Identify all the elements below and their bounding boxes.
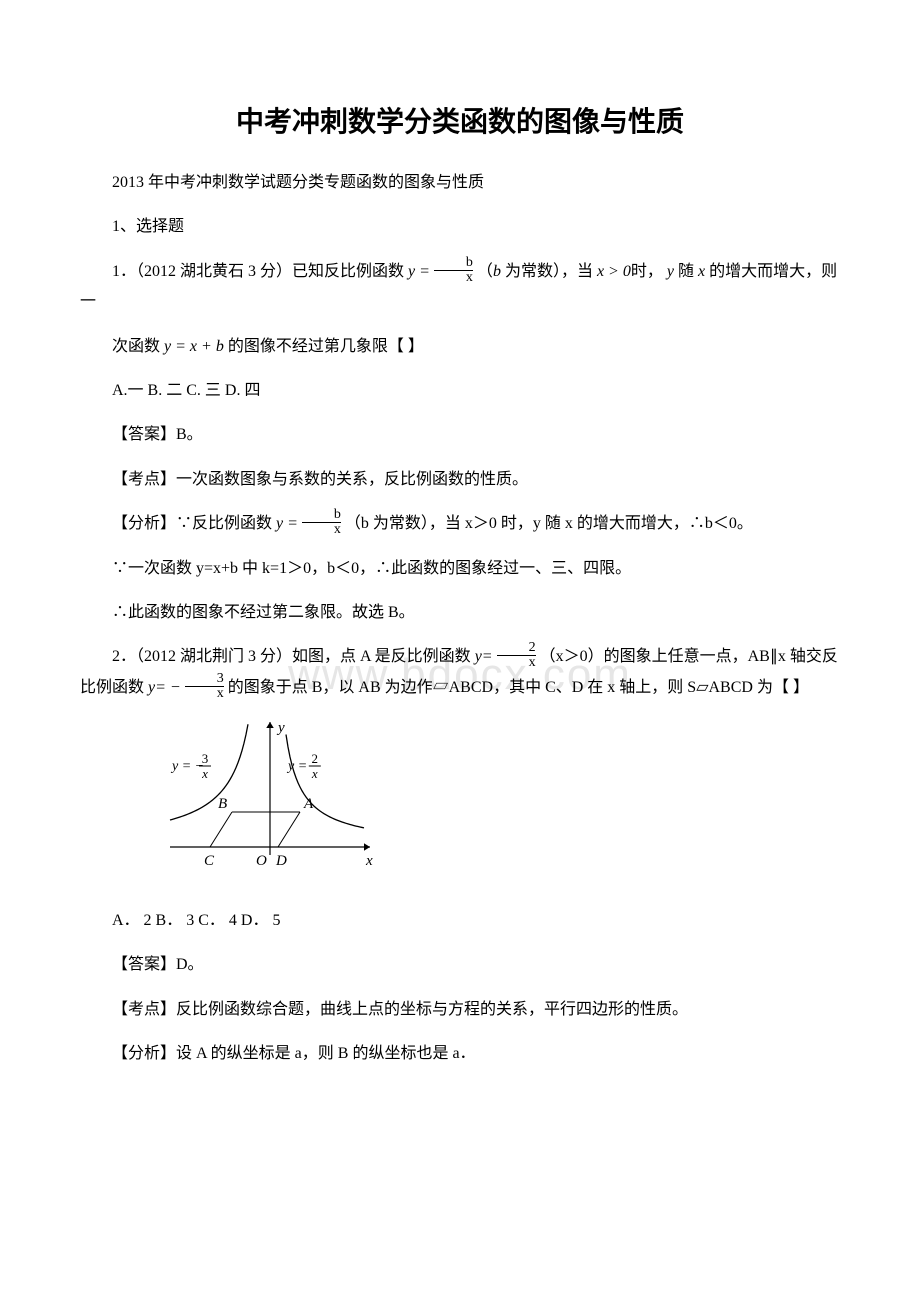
q1-text-b: （ (477, 263, 493, 280)
q2-formula-n3x: y= − 3x (148, 679, 224, 696)
q1-var-x: x (698, 263, 705, 280)
q1-formula-yxb: y = x + b (164, 338, 224, 355)
q2-formula-2x: y= 2x (475, 648, 536, 665)
q1-fx-b: （b 为常数），当 x＞0 时，y 随 x 的增大而增大，∴b＜0。 (345, 515, 753, 532)
q1-text-c: 为常数），当 (505, 263, 593, 280)
section-label: 1、选择题 (80, 212, 840, 242)
q2-fenxi: 【分析】设 A 的纵坐标是 a，则 B 的纵坐标也是 a． (80, 1039, 840, 1069)
svg-text:y: y (276, 720, 285, 736)
q1-formula-xgt0: x > 0 (597, 263, 631, 280)
svg-text:B: B (218, 796, 227, 812)
q1-fenxi-line2: ∵一次函数 y=x+b 中 k=1＞0，b＜0，∴此函数的图象经过一、三、四限。 (80, 554, 840, 584)
q1-fx-formula: y = bx (276, 515, 341, 532)
svg-text:A: A (303, 796, 314, 812)
svg-text:y =: y = (286, 759, 307, 774)
q2-answer: 【答案】D。 (80, 950, 840, 980)
subtitle: 2013 年中考冲刺数学试题分类专题函数的图象与性质 (80, 168, 840, 198)
q1-answer: 【答案】B。 (80, 420, 840, 450)
q2-kaodian: 【考点】反比例函数综合题，曲线上点的坐标与方程的关系，平行四边形的性质。 (80, 995, 840, 1025)
q1-text-e: 随 (678, 263, 694, 280)
q1-line2a: 次函数 (112, 338, 160, 355)
svg-text:x: x (311, 766, 318, 781)
q1-text-a: 1．（2012 湖北黄石 3 分）已知反比例函数 (112, 263, 404, 280)
svg-text:C: C (204, 853, 215, 869)
q1-var-y: y (667, 263, 674, 280)
q1-var-b: b (493, 263, 501, 280)
q1-fenxi-line1: 【分析】∵反比例函数 y = bx （b 为常数），当 x＞0 时，y 随 x … (80, 509, 840, 539)
q2-stem: 2．（2012 湖北荆门 3 分）如图，点 A 是反比例函数 y= 2x （x＞… (80, 642, 840, 703)
svg-text:x: x (365, 853, 373, 869)
q1-formula-ybx: y = bx (408, 263, 473, 280)
q1-line2b: 的图像不经过第几象限【 】 (228, 338, 424, 355)
q1-fx-a: 【分析】∵反比例函数 (112, 515, 272, 532)
q2-choices: A． 2 B． 3 C． 4 D． 5 (80, 906, 840, 936)
svg-text:y = −: y = − (170, 759, 204, 774)
q1-stem-line2: 次函数 y = x + b 的图像不经过第几象限【 】 (80, 332, 840, 362)
q1-fenxi-line3: ∴此函数的图象不经过第二象限。故选 B。 (80, 598, 840, 628)
svg-text:O: O (256, 853, 267, 869)
svg-text:D: D (275, 853, 287, 869)
q1-kaodian: 【考点】一次函数图象与系数的关系，反比例函数的性质。 (80, 465, 840, 495)
svg-text:x: x (201, 766, 208, 781)
q1-choices: A.一 B. 二 C. 三 D. 四 (80, 376, 840, 406)
svg-text:3: 3 (202, 751, 209, 766)
q2-text-c: 的图象于点 B，以 AB 为边作▱ABCD，其中 C、D 在 x 轴上，则 S▱… (228, 679, 809, 696)
q1-text-d: 时， (631, 263, 663, 280)
q1-stem-line1: 1．（2012 湖北黄石 3 分）已知反比例函数 y = bx （b 为常数），… (80, 257, 840, 318)
page-title: 中考冲刺数学分类函数的图像与性质 (80, 100, 840, 140)
q2-graph: xyOABCDy = −3xy = 2x (160, 717, 840, 892)
q2-text-a: 2．（2012 湖北荆门 3 分）如图，点 A 是反比例函数 (112, 648, 471, 665)
svg-text:2: 2 (312, 751, 319, 766)
